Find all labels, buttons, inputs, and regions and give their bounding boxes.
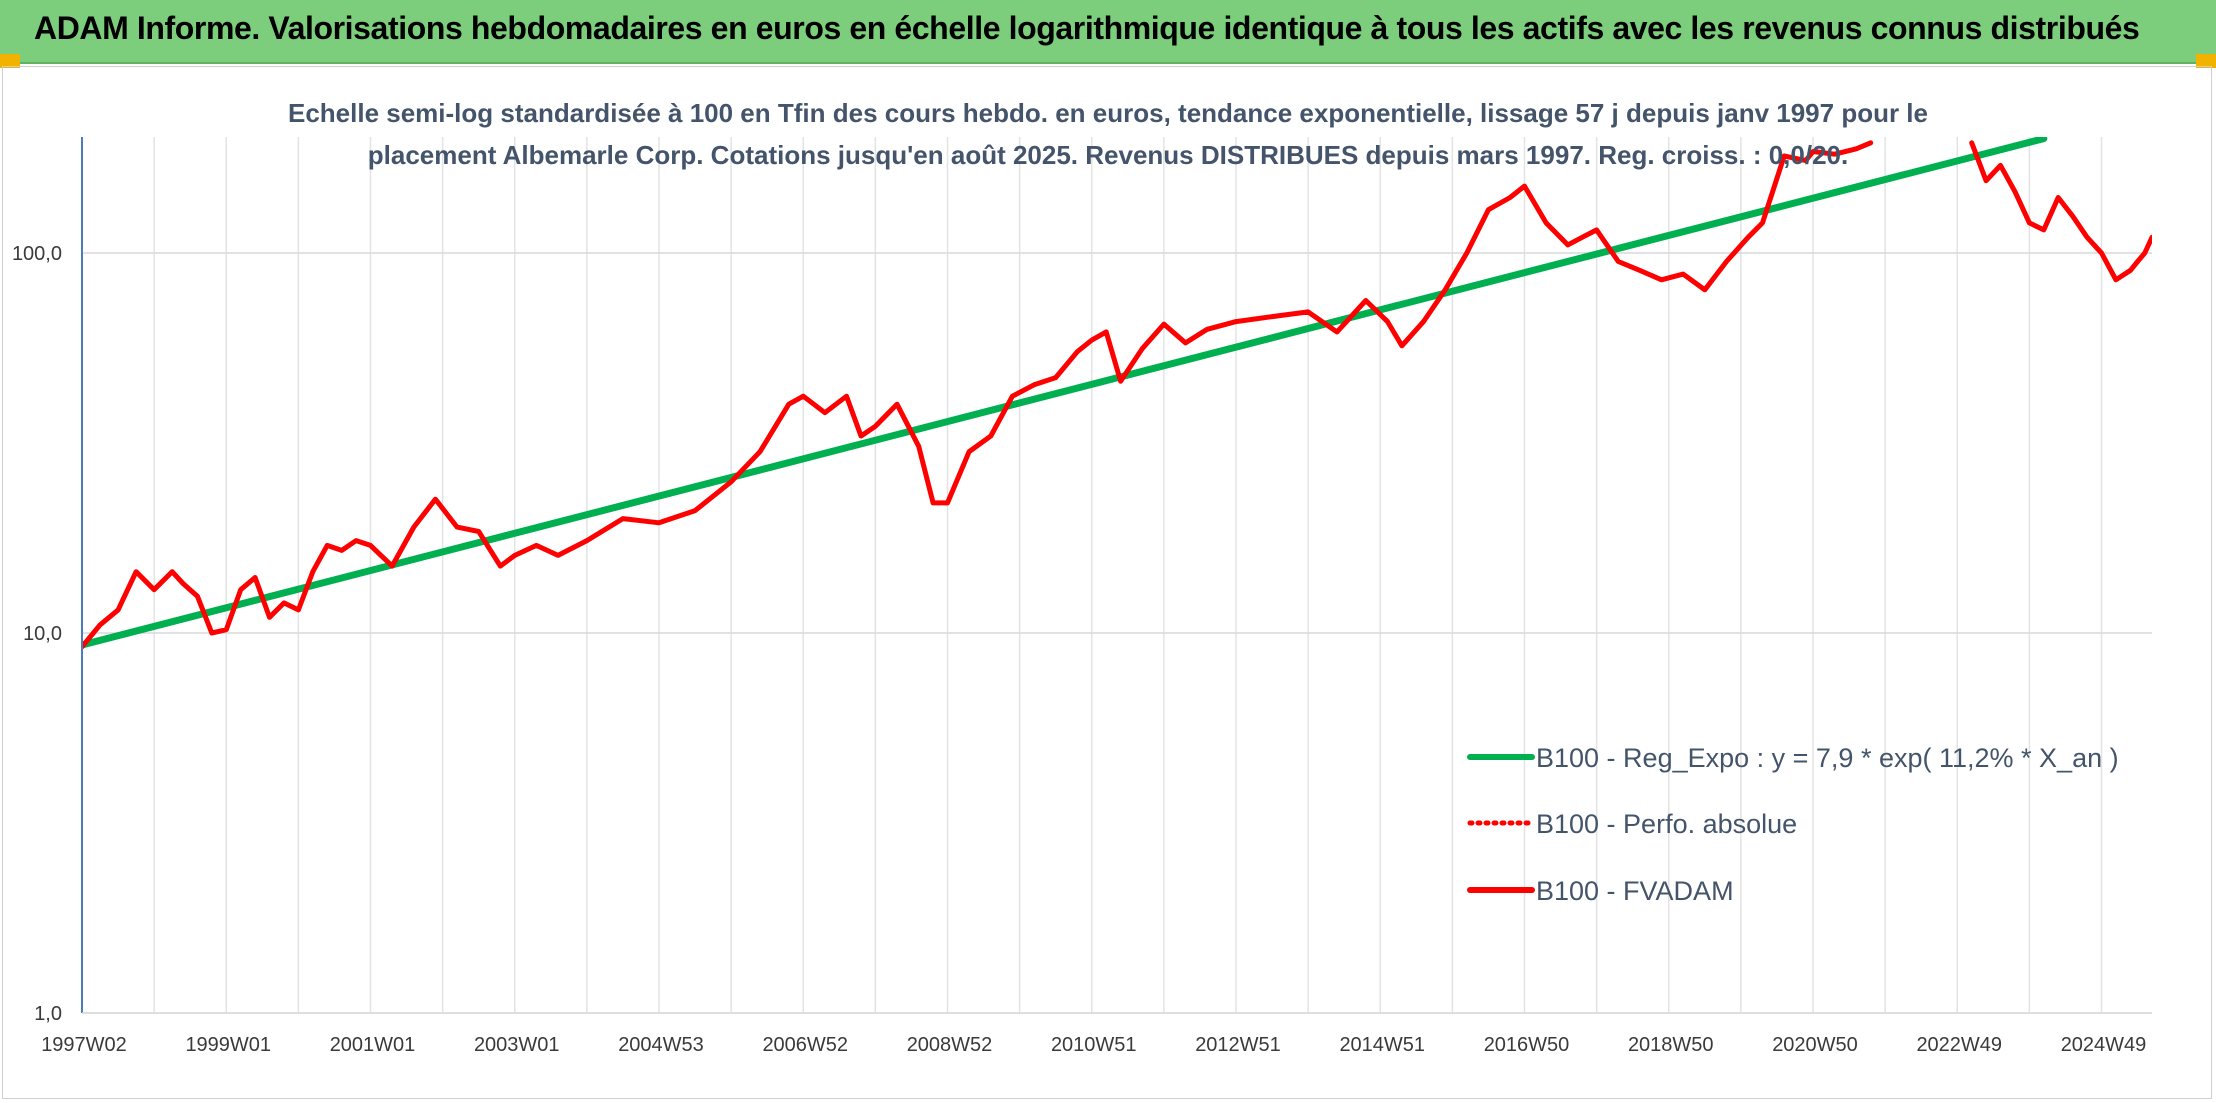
legend-label: B100 - FVADAM bbox=[1536, 876, 1734, 906]
series-line-fvadam-segment bbox=[1969, 140, 2152, 283]
x-tick-label: 2006W52 bbox=[762, 1034, 848, 1056]
gridlines bbox=[82, 137, 2152, 1014]
legend-label: B100 - Perfo. absolue bbox=[1536, 809, 1797, 839]
banner-title: ADAM Informe. Valorisations hebdomadaire… bbox=[34, 10, 2140, 46]
x-tick-label: 2022W49 bbox=[1916, 1034, 2002, 1056]
x-tick-label: 1999W01 bbox=[185, 1034, 271, 1056]
legend-label: B100 - Reg_Expo : y = 7,9 * exp( 11,2% *… bbox=[1536, 743, 2119, 773]
x-tick-label: 2024W49 bbox=[2061, 1034, 2147, 1056]
x-tick-label: 2008W52 bbox=[907, 1034, 993, 1056]
x-tick-label: 2018W50 bbox=[1628, 1034, 1714, 1056]
x-tick-label: 2014W51 bbox=[1339, 1034, 1425, 1056]
title-banner: ADAM Informe. Valorisations hebdomadaire… bbox=[0, 0, 2216, 64]
y-tick-label: 10,0 bbox=[23, 623, 62, 645]
x-tick-label: 2003W01 bbox=[474, 1034, 560, 1056]
series-line-fvadam-segment bbox=[82, 140, 1874, 650]
chart-frame bbox=[2, 66, 2212, 1099]
plot-series bbox=[82, 137, 2152, 650]
chart-title: Echelle semi-log standardisée à 100 en T… bbox=[0, 92, 2216, 176]
x-tick-label: 2020W50 bbox=[1772, 1034, 1858, 1056]
x-tick-label: 2010W51 bbox=[1051, 1034, 1137, 1056]
x-tick-label: 1997W02 bbox=[41, 1034, 127, 1056]
chart-title-line-1: Echelle semi-log standardisée à 100 en T… bbox=[287, 98, 1928, 128]
corner-marker-top-right bbox=[2196, 54, 2216, 68]
x-tick-label: 2004W53 bbox=[618, 1034, 704, 1056]
axes: 1,0 10,0 100,0 1997W02 1999W01 2001W01 2003W01… bbox=[12, 137, 2152, 1056]
x-tick-label: 2016W50 bbox=[1484, 1034, 1570, 1056]
series-line-reg-expo bbox=[82, 137, 2048, 649]
x-tick-label: 2001W01 bbox=[330, 1034, 416, 1056]
legend: B100 - Reg_Expo : y = 7,9 * exp( 11,2% *… bbox=[1467, 743, 2119, 906]
x-tick-label: 2012W51 bbox=[1195, 1034, 1281, 1056]
y-tick-label: 100,0 bbox=[12, 243, 62, 265]
chart-title-line-2: placement Albemarle Corp. Cotations jusq… bbox=[367, 140, 1849, 170]
y-tick-label: 1,0 bbox=[34, 1003, 62, 1025]
corner-marker-top-left bbox=[0, 54, 20, 68]
